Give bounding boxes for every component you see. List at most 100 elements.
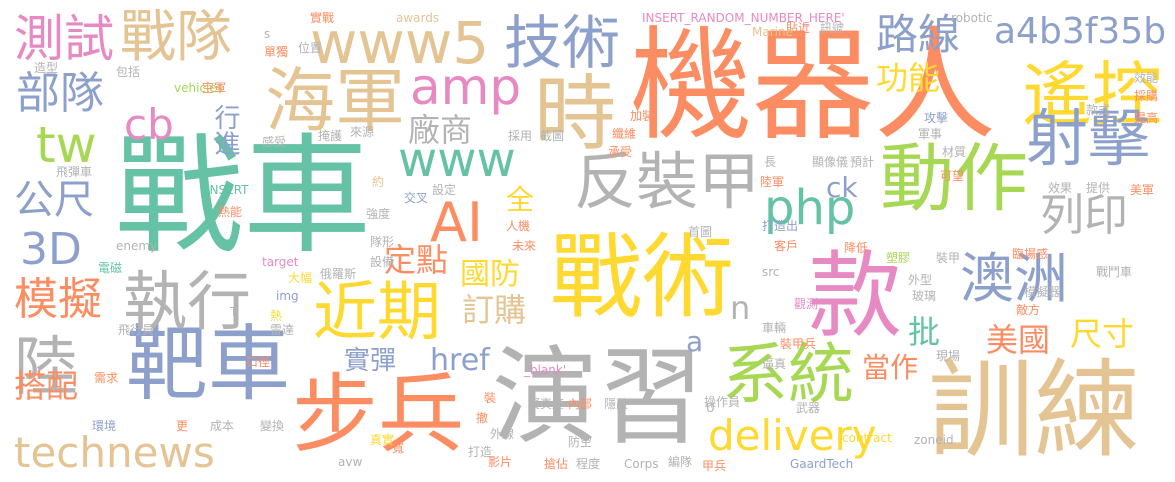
word: 現場 [936, 350, 960, 362]
word: _blank' [524, 364, 566, 376]
word: 可望 [940, 170, 964, 182]
word: 降低 [844, 242, 868, 254]
word: 外型 [908, 274, 932, 286]
word: target [262, 256, 299, 268]
word: avw [338, 456, 362, 468]
word: 飛行員 [118, 324, 154, 336]
word: 變換 [260, 420, 284, 432]
word: 訊號 [820, 22, 844, 34]
word: U [706, 402, 715, 414]
word: robotic [951, 12, 993, 24]
word: 逼真 [762, 358, 786, 370]
word: 訓練 [928, 358, 1140, 464]
word: 單獨 [264, 46, 288, 58]
word: 外線 [490, 428, 514, 440]
word: INSERT [206, 184, 249, 196]
word: 擬真度 [528, 398, 564, 410]
word: 搭配 [14, 370, 78, 402]
word: GaardTech [790, 458, 853, 470]
word: 功能 [876, 62, 940, 94]
word: 裝甲兵 [780, 338, 816, 350]
word: 撤 [476, 412, 488, 424]
word: 3D [20, 228, 82, 272]
word: 掩護 [318, 130, 342, 142]
word: 攻擊 [924, 112, 948, 124]
word: 顯像儀 [812, 156, 848, 168]
word: 臨場感 [1012, 248, 1048, 260]
word: 位置 [298, 42, 322, 54]
word: 射擊 [1026, 108, 1150, 170]
word: n [730, 292, 750, 324]
word: 車輛 [762, 322, 786, 334]
word: 俄羅斯 [320, 268, 356, 280]
word: 編隊 [668, 456, 692, 468]
word: s [264, 28, 270, 40]
word: a [686, 328, 703, 356]
word: 空軍 [202, 82, 226, 94]
word: 口徑 [246, 356, 270, 368]
word: 造型 [34, 62, 58, 74]
word: T [230, 306, 237, 318]
word: 電磁 [98, 262, 122, 274]
word: img [276, 290, 299, 302]
word: 更 [176, 420, 188, 432]
word: 約 [372, 176, 384, 188]
word: enemy [116, 240, 157, 252]
word: 模擬器 [1024, 286, 1060, 298]
word: 行進 [212, 104, 238, 156]
word: 未來 [512, 240, 536, 252]
word: 人機 [506, 220, 530, 232]
word: 交叉 [404, 192, 428, 204]
word: 近期 [313, 281, 441, 345]
word: 感受 [262, 136, 286, 148]
word: 海軍 [265, 66, 405, 136]
word: 陸軍 [760, 176, 784, 188]
word: 提供 [1086, 182, 1110, 194]
word: technews [14, 432, 215, 474]
word: 美國 [986, 324, 1050, 356]
word: 技術 [504, 14, 620, 72]
word: 寬 [392, 442, 404, 454]
word: 玻璃 [912, 290, 936, 302]
word: 內部 [568, 398, 592, 410]
word: 裝甲 [936, 252, 960, 264]
word: 尺寸 [1070, 318, 1134, 350]
word: 防空 [568, 436, 592, 448]
word: 演習 [492, 345, 704, 451]
word: INSERT_RANDOM_NUMBER_HERE' [642, 12, 845, 24]
word: 反裝甲 [574, 151, 760, 213]
word: 採購 [1134, 90, 1158, 102]
word: 包括 [116, 66, 140, 78]
word: 材質 [942, 146, 966, 158]
word: 首圖 [688, 226, 712, 238]
word: 觀測 [794, 298, 818, 310]
word: awards [396, 12, 439, 24]
word: Marine [752, 26, 793, 38]
word: 打造出 [762, 220, 798, 232]
word: 真實 [370, 434, 394, 446]
word: 來源 [350, 126, 374, 138]
word: 系統 [722, 342, 854, 408]
word: 當作 [862, 354, 918, 382]
word: 熱 [270, 310, 282, 322]
word: 測試 [14, 14, 114, 64]
word: 大幅 [288, 272, 312, 284]
word: 設備 [370, 256, 394, 268]
word: 預計 [850, 156, 874, 168]
word: 國防 [460, 260, 520, 290]
word: 成本 [210, 420, 234, 432]
word: 批 [908, 316, 940, 348]
word: 熱能 [218, 206, 242, 218]
word: 飛彈車 [56, 166, 92, 178]
word: 廠商 [408, 114, 472, 146]
word: 實戰 [310, 12, 334, 24]
word: 列印 [1040, 194, 1128, 238]
word: 軍事 [918, 128, 942, 140]
word: 需求 [94, 372, 118, 384]
word: 承受 [608, 146, 632, 158]
word: 戰術 [550, 232, 734, 324]
word: 效果 [1048, 182, 1072, 194]
word: src [762, 266, 780, 278]
word: 公尺 [14, 180, 94, 220]
